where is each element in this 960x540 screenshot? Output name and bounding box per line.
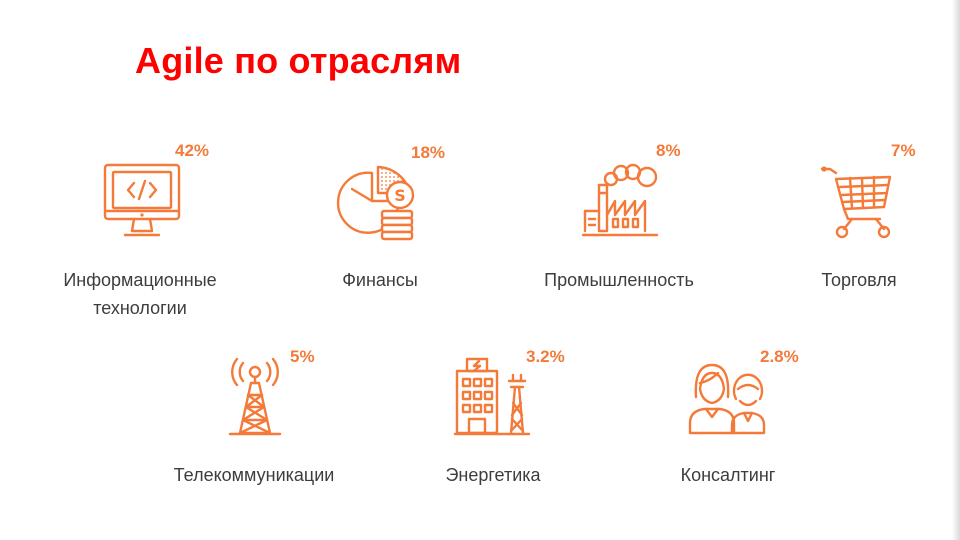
slide-edge-shadow [952, 0, 960, 540]
percent-label: 8% [656, 141, 681, 160]
industry-label: Телекоммуникации [173, 465, 335, 485]
percent-label: 5% [290, 347, 315, 366]
industry-label: Информационные технологии [40, 266, 240, 322]
percent-label: 42% [175, 141, 210, 160]
industry-label: Торговля [821, 270, 897, 290]
shopping-cart-icon [818, 163, 894, 241]
industry-label-line: Информационные [63, 270, 217, 290]
percent-label: 7% [891, 141, 916, 160]
svg-text:S: S [394, 186, 406, 205]
power-plant-icon [453, 357, 531, 437]
radio-tower-icon [226, 357, 284, 437]
industry-label: Промышленность [544, 270, 694, 290]
factory-icon [581, 163, 661, 241]
industry-label-line: технологии [93, 298, 187, 318]
industry-label: Консалтинг [680, 465, 776, 485]
people-icon [688, 359, 768, 437]
industry-label: Финансы [342, 270, 418, 290]
pie-chart-coins-icon: S [336, 163, 420, 241]
slide-title: Agile по отраслям [135, 40, 462, 81]
percent-label: 2.8% [760, 347, 799, 366]
industry-label: Энергетика [445, 465, 541, 485]
percent-label: 18% [411, 143, 446, 162]
computer-code-icon [103, 163, 181, 241]
percent-label: 3.2% [526, 347, 565, 366]
